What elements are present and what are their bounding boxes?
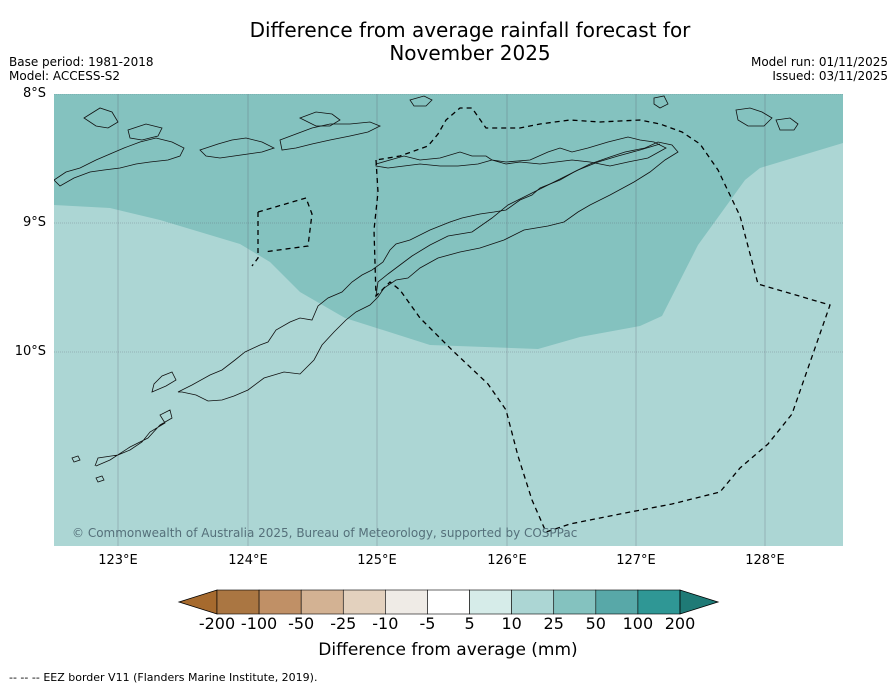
colorbar-segment	[258, 589, 302, 615]
colorbar-segment	[427, 589, 470, 615]
lon-label-123e: 123°E	[98, 553, 138, 568]
eez-timor-leste	[373, 107, 831, 533]
colorbar-tick-label: -100	[240, 614, 278, 633]
lat-label-9s: 9°S	[22, 215, 46, 230]
colorbar-segment	[553, 589, 597, 615]
flores-east	[54, 137, 185, 187]
small-islet-sw	[71, 455, 105, 483]
map-area	[54, 94, 843, 546]
timor-north-coast	[375, 143, 661, 297]
colorbar-tick-label: 10	[501, 614, 522, 633]
model-name: Model: ACCESS-S2	[9, 69, 121, 83]
colorbar-label: Difference from average (mm)	[318, 640, 578, 660]
meta-right: Model run: 01/11/2025 Issued: 03/11/2025	[751, 55, 888, 83]
lon-label-126e: 126°E	[487, 553, 527, 568]
colorbar-extend-low	[177, 589, 218, 615]
colorbar-tick-label: -5	[419, 614, 436, 633]
north-islets	[83, 95, 433, 141]
copyright-note: © Commonwealth of Australia 2025, Bureau…	[72, 526, 578, 540]
legend-footer: -- -- -- EEZ border V11 (Flanders Marine…	[9, 671, 317, 684]
lon-label-127e: 127°E	[616, 553, 656, 568]
meta-left: Base period: 1981-2018 Model: ACCESS-S2	[9, 55, 154, 83]
model-run: Model run: 01/11/2025	[750, 55, 888, 69]
region-25-50	[54, 94, 843, 349]
colorbar-segment	[385, 589, 428, 615]
lat-label-8s: 8°S	[22, 86, 46, 101]
chart-title: Difference from average rainfall forecas…	[0, 19, 896, 65]
issued-date: Issued: 03/11/2025	[772, 69, 888, 83]
colorbar-tick-label: 25	[543, 614, 564, 633]
lon-label-124e: 124°E	[228, 553, 268, 568]
colorbar-tick-label: -200	[198, 614, 236, 633]
wetar-island	[491, 136, 667, 167]
colorbar-tick-label: 100	[622, 614, 654, 633]
colorbar	[177, 589, 720, 615]
colorbar-tick-label: -50	[288, 614, 315, 633]
title-line-2: November 2025	[389, 41, 551, 65]
semau-island	[151, 371, 177, 393]
lon-label-128e: 128°E	[745, 553, 785, 568]
timor-island	[94, 141, 679, 467]
colorbar-tick-label: -10	[372, 614, 399, 633]
eez-legend-text: EEZ border V11 (Flanders Marine Institut…	[43, 671, 318, 684]
colorbar-segment	[216, 589, 260, 615]
colorbar-segment	[595, 589, 639, 615]
colorbar-segment	[637, 589, 681, 615]
lat-label-10s: 10°S	[14, 344, 46, 359]
eez-oecusse	[251, 197, 313, 267]
alor-islands	[375, 151, 493, 169]
colorbar-extend-high	[679, 589, 720, 615]
colorbar-segment	[469, 589, 512, 615]
lon-label-125e: 125°E	[357, 553, 397, 568]
coastlines	[54, 95, 799, 483]
eez-borders	[251, 107, 831, 533]
solor-islands	[199, 121, 381, 159]
colorbar-segment	[342, 589, 386, 615]
colorbar-tick-label: 50	[585, 614, 606, 633]
base-period: Base period: 1981-2018	[9, 55, 154, 69]
eez-legend-symbol: -- -- --	[9, 671, 40, 684]
colorbar-segment	[511, 589, 555, 615]
colorbar-tick-label: -25	[330, 614, 357, 633]
east-islands	[653, 95, 799, 131]
colorbar-tick-label: 200	[664, 614, 696, 633]
colorbar-tick-label: 5	[464, 614, 475, 633]
colorbar-segment	[300, 589, 344, 615]
title-line-1: Difference from average rainfall forecas…	[249, 18, 691, 42]
